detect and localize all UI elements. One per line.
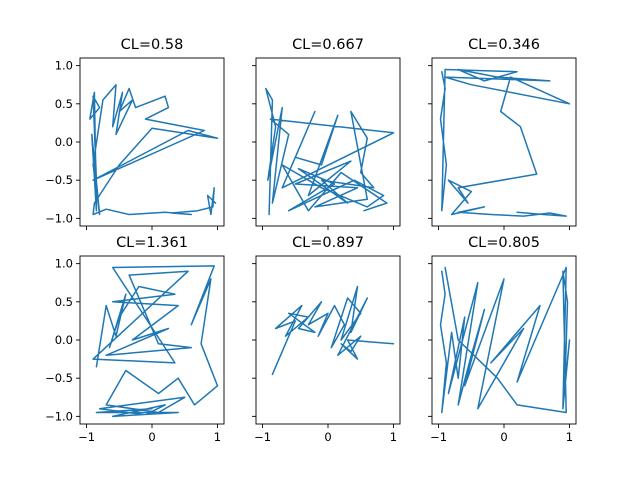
axes-frame: [255, 255, 401, 425]
panel-2: CL=0.667: [252, 37, 401, 230]
x-tick-label: 1: [566, 430, 573, 444]
x-tick-label: 1: [390, 430, 397, 444]
panel-title: CL=0.897: [292, 235, 364, 251]
y-tick-label: −1.0: [45, 409, 73, 423]
panel-3: CL=0.346: [428, 37, 577, 230]
axes-frame: [79, 57, 225, 227]
x-tick-label: −1: [78, 430, 95, 444]
panel-1: CL=0.58 1.0 0.5 0.0 −0.5 −1.0: [45, 37, 225, 230]
series-line: [271, 285, 395, 376]
panel-5: CL=0.897 −1 0 1: [252, 235, 401, 444]
panel-6: CL=0.805 −1 0 1: [428, 235, 577, 444]
panel-title: CL=0.667: [292, 37, 364, 53]
panel-title: CL=0.805: [468, 235, 540, 251]
panel-title: CL=0.58: [121, 37, 184, 53]
series-line: [92, 265, 219, 418]
y-tick-label: −0.5: [45, 173, 73, 187]
y-tick-label: 0.0: [55, 333, 73, 347]
axes-frame: [431, 57, 577, 227]
x-tick-label: 0: [324, 430, 331, 444]
y-tick-label: 0.0: [55, 135, 73, 149]
y-tick-label: −1.0: [45, 211, 73, 225]
y-tick-label: 1.0: [55, 257, 73, 271]
y-tick-label: 0.5: [55, 97, 73, 111]
y-tick-label: −0.5: [45, 371, 73, 385]
series-line: [89, 83, 219, 216]
series-line: [439, 266, 571, 414]
x-tick-label: 0: [500, 430, 507, 444]
x-tick-label: 1: [214, 430, 221, 444]
x-tick-label: −1: [254, 430, 271, 444]
y-tick-label: 0.5: [55, 295, 73, 309]
series-line: [265, 87, 395, 216]
panel-title: CL=1.361: [116, 235, 188, 251]
x-tick-label: 0: [148, 430, 155, 444]
panel-4: CL=1.361 1.0 0.5 0.0 −0.5 −1.0 −1 0 1: [45, 235, 225, 444]
series-line: [439, 68, 571, 217]
y-tick-label: 1.0: [55, 59, 73, 73]
x-tick-label: −1: [430, 430, 447, 444]
panel-title: CL=0.346: [468, 37, 540, 53]
